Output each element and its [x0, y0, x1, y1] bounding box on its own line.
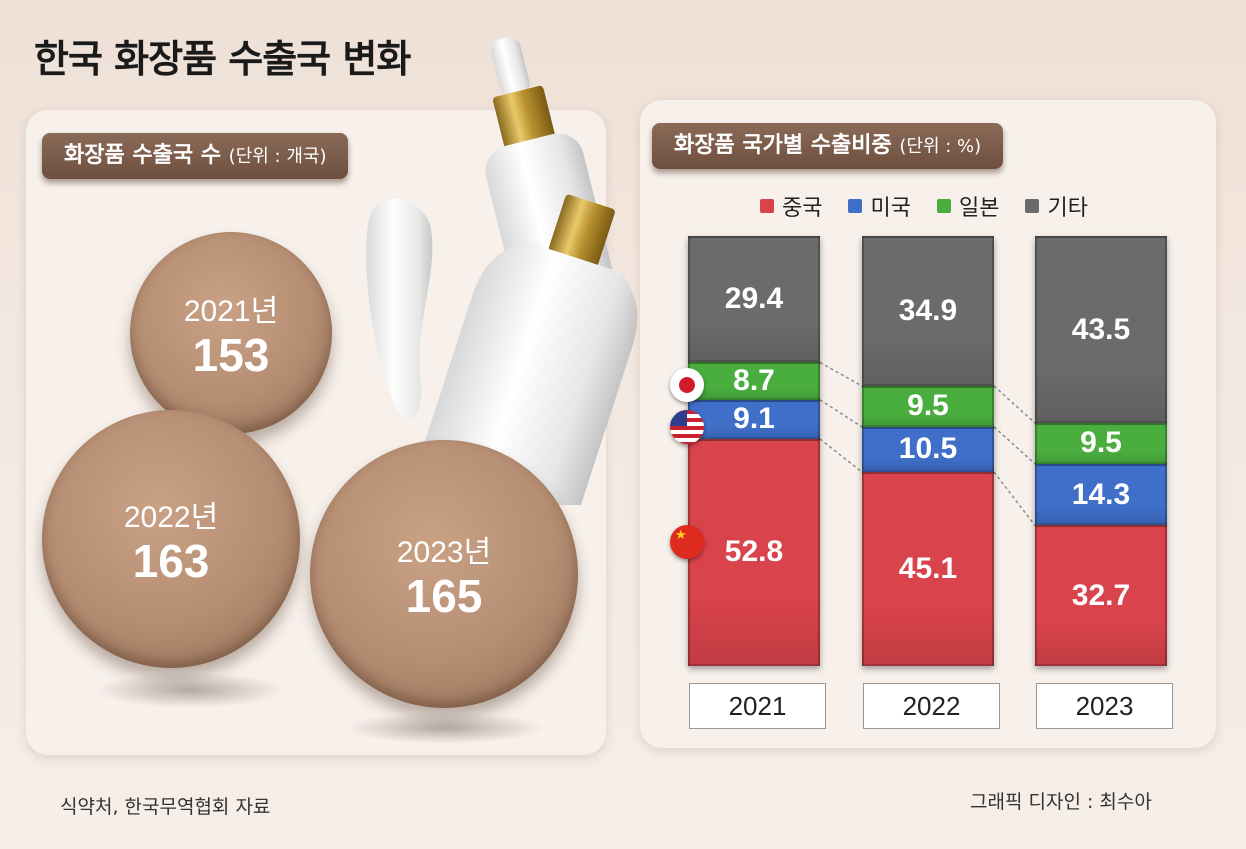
stacked-bar-2022: 45.1 10.5 9.5 34.9: [862, 236, 994, 666]
legend-item: 기타: [1025, 190, 1088, 222]
legend-swatch: [936, 199, 951, 213]
usa-flag-icon: [670, 410, 704, 444]
japan-flag-icon: [670, 368, 704, 402]
data-label: 9.5: [1080, 426, 1122, 460]
count-circle-2023: 2023년 165: [310, 440, 578, 708]
export-share-unit: (단위 : %): [899, 136, 982, 157]
export-count-unit: (단위 : 개국): [228, 146, 327, 167]
connector-line: [819, 438, 863, 473]
stacked-bar-2023: 32.7 14.3 9.5 43.5: [1035, 236, 1167, 666]
cream-swatch-shape: [366, 198, 433, 420]
connector-line: [993, 471, 1036, 526]
connector-line: [819, 361, 863, 387]
legend-item: 일본: [936, 190, 1000, 222]
year-label-box: 2023: [1036, 683, 1173, 729]
legend-label: 기타: [1047, 196, 1088, 221]
circle-shadow: [95, 672, 285, 708]
count-value: 165: [405, 570, 483, 622]
data-label: 9.5: [907, 389, 949, 423]
legend-item: 미국: [848, 190, 911, 222]
china-flag-icon: ★: [670, 525, 704, 559]
bar-segment: 9.1: [688, 399, 820, 439]
connector-line: [819, 399, 863, 428]
data-label: 9.1: [733, 402, 775, 436]
count-value: 153: [192, 329, 270, 381]
bar-segment: 14.3: [1035, 463, 1167, 526]
bar-segment: 29.4: [688, 236, 820, 363]
count-value: 163: [132, 535, 210, 587]
main-title: 한국 화장품 수출국 변화: [34, 37, 411, 81]
legend-label: 일본: [958, 196, 1000, 221]
legend-item: 중국: [760, 190, 822, 222]
export-share-heading-text: 화장품 국가별 수출비중: [674, 133, 892, 158]
bar-segment: 9.5: [1035, 423, 1167, 464]
bar-segment: 9.5: [862, 386, 994, 427]
data-label: 10.5: [898, 432, 958, 466]
count-circle-2022: 2022년 163: [42, 410, 300, 668]
legend-label: 미국: [870, 196, 911, 221]
export-count-heading-text: 화장품 수출국 수: [64, 143, 221, 168]
legend-swatch: [848, 199, 863, 213]
legend-swatch: [760, 199, 774, 213]
count-year-label: 2021년: [183, 295, 279, 328]
connector-line: [993, 385, 1036, 424]
data-label: 34.9: [898, 294, 958, 328]
bar-segment: 10.5: [862, 426, 994, 473]
circle-shadow: [345, 712, 545, 744]
count-circle-2021: 2021년 153: [130, 232, 332, 434]
bar-segment: 45.1: [862, 472, 994, 666]
data-label: 29.4: [724, 282, 784, 316]
chart-legend: 중국 미국 일본 기타: [760, 190, 1088, 222]
bar-segment: 43.5: [1035, 236, 1167, 424]
design-credit: 그래픽 디자인 : 최수아: [970, 791, 1152, 813]
count-year-label: 2022년: [123, 501, 219, 534]
data-label: 52.8: [724, 535, 784, 569]
export-share-heading: 화장품 국가별 수출비중 (단위 : %): [652, 123, 1004, 169]
data-label: 45.1: [898, 552, 958, 586]
data-label: 43.5: [1071, 312, 1131, 346]
data-label: 32.7: [1071, 578, 1131, 612]
year-label-box: 2021: [689, 683, 826, 729]
data-label: 14.3: [1071, 477, 1131, 511]
count-year-label: 2023년: [396, 536, 492, 569]
connector-line: [993, 426, 1036, 465]
source-note: 식약처, 한국무역협회 자료: [60, 796, 271, 818]
bar-segment: 8.7: [688, 362, 820, 400]
bar-segment: 52.8: [688, 438, 820, 666]
export-count-heading: 화장품 수출국 수 (단위 : 개국): [42, 133, 349, 179]
stacked-bar-2021: 52.8 9.1 8.7 29.4: [688, 236, 820, 666]
bar-segment: 34.9: [862, 236, 994, 387]
legend-label: 중국: [782, 196, 823, 221]
data-label: 8.7: [733, 364, 775, 398]
bar-segment: 32.7: [1035, 525, 1167, 666]
year-label-box: 2022: [863, 683, 1000, 729]
legend-swatch: [1025, 199, 1040, 213]
